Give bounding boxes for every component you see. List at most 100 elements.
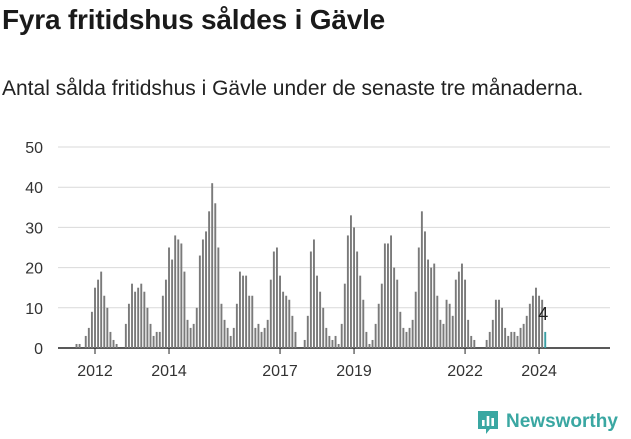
bar: [186, 319, 189, 348]
bar: [371, 339, 374, 348]
bar: [282, 291, 285, 348]
bar: [226, 327, 229, 348]
bar: [303, 339, 306, 348]
bar: [454, 279, 457, 348]
bar: [201, 239, 204, 348]
y-tick-label: 0: [34, 341, 43, 358]
bar: [325, 327, 328, 348]
bar: [251, 295, 254, 348]
bar: [516, 335, 519, 348]
bar: [491, 319, 494, 348]
bar: [322, 307, 325, 348]
page-title: Fyra fritidshus såldes i Gävle: [2, 4, 386, 35]
bar: [294, 331, 297, 348]
bar: [254, 327, 257, 348]
bar: [359, 275, 362, 348]
bar: [374, 323, 377, 348]
bar: [461, 263, 463, 348]
bar: [168, 247, 170, 348]
bar: [316, 275, 318, 348]
bar: [177, 239, 180, 348]
y-tick-label: 50: [25, 140, 43, 157]
bar: [242, 275, 244, 348]
bar: [164, 279, 167, 348]
bar: [134, 291, 137, 348]
bar: [467, 319, 470, 348]
bar: [414, 291, 417, 348]
bar: [238, 271, 241, 348]
y-tick-label: 30: [25, 220, 43, 237]
bar: [457, 271, 460, 348]
bar: [420, 211, 423, 348]
bar: [427, 259, 430, 348]
bar: [350, 215, 352, 348]
bar: [158, 331, 161, 348]
bar: [485, 339, 488, 348]
bar: [217, 247, 220, 348]
bar: [112, 339, 115, 348]
bar: [488, 331, 491, 348]
bar: [368, 343, 371, 348]
y-tick-label: 40: [25, 180, 43, 197]
bar: [87, 327, 90, 348]
bar: [498, 299, 500, 348]
bar: [131, 283, 133, 348]
bar: [90, 311, 93, 348]
bar: [390, 235, 392, 348]
bar: [439, 319, 442, 348]
bar: [189, 327, 192, 348]
bar: [353, 227, 355, 348]
page-subtitle: Antal sålda fritidshus i Gävle under de …: [2, 77, 584, 100]
bar: [451, 315, 454, 348]
logo-text: Newsworthy: [506, 411, 618, 432]
bar: [525, 315, 528, 348]
bar: [507, 335, 510, 348]
latest-value-label: 4: [538, 304, 548, 324]
bar: [424, 231, 426, 348]
bar: [75, 343, 78, 348]
bar: [161, 295, 164, 348]
bar: [245, 275, 248, 348]
bar: [535, 287, 537, 348]
bar: [405, 331, 408, 348]
bar: [124, 323, 127, 348]
bar: [337, 343, 340, 348]
bar: [538, 295, 541, 348]
bar: [411, 319, 414, 348]
x-tick-label: 2024: [521, 363, 557, 380]
bar: [387, 243, 389, 348]
x-tick-label: 2014: [151, 363, 187, 380]
bar: [205, 231, 207, 348]
bar: [334, 335, 337, 348]
bar: [214, 203, 217, 348]
bar: [436, 295, 439, 348]
bar: [266, 319, 269, 348]
bar: [115, 343, 118, 348]
bar: [149, 323, 152, 348]
x-tick-label: 2017: [262, 363, 298, 380]
bar: [146, 307, 149, 348]
bar: [522, 323, 525, 348]
bar: [464, 279, 467, 348]
bar: [519, 327, 522, 348]
bar: [232, 327, 235, 348]
bar: [211, 183, 214, 348]
bar: [220, 303, 223, 348]
bar: [285, 295, 288, 348]
y-tick-label: 20: [25, 261, 43, 278]
bar: [235, 303, 238, 348]
bar: [100, 271, 103, 348]
bar: [127, 303, 130, 348]
bar: [470, 335, 473, 348]
bar-chart-icon: [478, 411, 498, 434]
bar: [393, 267, 396, 348]
bar: [257, 323, 260, 348]
bar: [143, 291, 146, 348]
bar: [106, 307, 109, 348]
bar: [84, 335, 87, 348]
bar: [78, 343, 81, 348]
bar: [180, 243, 183, 348]
bar: [279, 275, 281, 348]
bar: [260, 331, 263, 348]
bar: [356, 251, 359, 348]
